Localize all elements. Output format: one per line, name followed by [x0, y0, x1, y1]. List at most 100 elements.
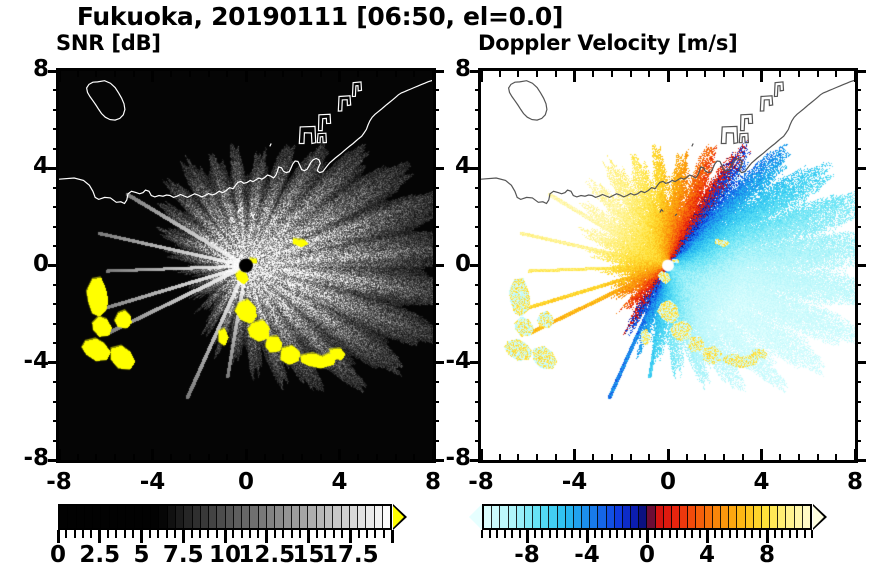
snr-colorbar-tick-label: 10	[208, 542, 241, 568]
snr-x-minor-tick	[114, 454, 117, 460]
coastline-path	[691, 143, 694, 147]
doppler-colorbar-minor-tick	[608, 530, 611, 538]
dop-y-major-tick	[855, 69, 866, 73]
doppler-colorbar-segment	[484, 506, 493, 528]
snr-colorbar-minor-tick	[249, 530, 252, 538]
doppler-colorbar-minor-tick	[511, 530, 513, 538]
snr-x-minor-tick	[114, 71, 117, 77]
doppler-colorbar-minor-tick	[541, 530, 543, 538]
doppler-colorbar-segment	[622, 506, 632, 528]
doppler-colorbar-minor-tick	[533, 530, 536, 538]
doppler-colorbar-segment	[761, 506, 771, 528]
snr-x-tick-label: 8	[424, 469, 441, 495]
coastline-path	[738, 132, 750, 144]
snr-colorbar[interactable]	[58, 504, 407, 530]
snr-panel-title: SNR [dB]	[56, 31, 161, 55]
snr-colorbar-minor-tick	[165, 530, 168, 538]
dop-x-minor-tick	[554, 71, 557, 77]
dop-y-minor-tick	[855, 206, 861, 209]
snr-colorbar-segment	[333, 506, 342, 528]
doppler-colorbar-segment	[573, 506, 583, 528]
dop-y-tick-label: 4	[454, 153, 471, 180]
snr-y-major-tick	[433, 166, 444, 170]
dop-y-major-tick	[470, 458, 481, 462]
doppler-colorbar-minor-tick	[571, 530, 573, 538]
dop-y-major-tick	[855, 361, 866, 365]
snr-y-minor-tick	[53, 303, 59, 306]
snr-colorbar-minor-tick	[107, 530, 110, 538]
dop-y-minor-tick	[855, 400, 861, 403]
dop-x-major-tick	[666, 71, 670, 82]
doppler-colorbar-segment	[598, 506, 607, 528]
dop-y-minor-tick	[475, 108, 481, 111]
doppler-colorbar-minor-tick	[728, 530, 731, 538]
snr-colorbar-major-tick	[348, 530, 352, 543]
snr-colorbar-minor-tick	[232, 530, 235, 538]
dop-x-minor-tick	[685, 454, 688, 460]
dop-y-minor-tick	[475, 225, 481, 228]
doppler-colorbar[interactable]	[467, 504, 827, 530]
snr-y-minor-tick	[53, 283, 59, 286]
snr-y-minor-tick	[53, 206, 59, 209]
coastline-path	[720, 125, 739, 145]
snr-x-minor-tick	[132, 454, 135, 460]
dop-x-minor-tick	[517, 71, 520, 77]
snr-x-tick-label: 4	[331, 469, 348, 495]
snr-x-minor-tick	[76, 454, 79, 460]
snr-x-minor-tick	[357, 454, 360, 460]
snr-y-tick-label: -4	[23, 347, 49, 374]
doppler-colorbar-segment	[729, 506, 738, 528]
snr-colorbar-tick-label: 5	[133, 542, 150, 568]
doppler-colorbar-minor-tick	[563, 530, 566, 538]
doppler-plot-area[interactable]	[478, 68, 858, 463]
snr-x-minor-tick	[170, 71, 173, 77]
doppler-colorbar-tick-label: 8	[758, 542, 775, 568]
snr-colorbar-segment	[325, 506, 334, 528]
snr-colorbar-minor-tick	[73, 530, 76, 538]
doppler-colorbar-segment	[508, 506, 517, 528]
snr-y-minor-tick	[53, 439, 59, 442]
dop-x-major-tick	[479, 449, 483, 460]
dop-y-minor-tick	[855, 420, 861, 423]
snr-x-minor-tick	[375, 71, 378, 77]
snr-colorbar-segment	[60, 506, 69, 528]
snr-colorbar-minor-tick	[215, 530, 218, 538]
snr-colorbar-minor-tick	[315, 530, 318, 538]
dop-y-minor-tick	[475, 186, 481, 189]
snr-colorbar-minor-tick	[257, 530, 260, 538]
snr-colorbar-minor-tick	[282, 530, 285, 538]
snr-colorbar-segment	[291, 506, 301, 528]
snr-colorbar-minor-tick	[123, 530, 126, 538]
doppler-colorbar-segment	[753, 506, 762, 528]
snr-colorbar-minor-tick	[198, 530, 201, 538]
coastline-path	[252, 213, 256, 217]
coastline-path	[317, 113, 332, 132]
coastline-path	[481, 79, 855, 205]
doppler-colorbar-segment	[663, 506, 672, 528]
doppler-colorbar-minor-tick	[661, 530, 663, 538]
dop-y-minor-tick	[855, 147, 861, 150]
snr-colorbar-minor-tick	[240, 530, 243, 538]
coastline-path	[659, 208, 664, 213]
snr-y-major-tick	[48, 458, 59, 462]
snr-x-major-tick	[57, 71, 61, 82]
dop-x-minor-tick	[592, 71, 595, 77]
doppler-colorbar-segment	[639, 506, 648, 528]
doppler-colorbar-minor-tick	[796, 530, 798, 538]
dop-y-minor-tick	[855, 283, 861, 286]
dop-x-major-tick	[853, 449, 857, 460]
doppler-colorbar-minor-tick	[743, 530, 746, 538]
coastline-path	[759, 95, 774, 112]
coastline-path	[337, 95, 352, 112]
doppler-colorbar-minor-tick	[623, 530, 626, 538]
dop-y-major-tick	[470, 69, 481, 73]
snr-x-minor-tick	[263, 454, 266, 460]
snr-y-major-tick	[433, 361, 444, 365]
snr-y-tick-label: 8	[32, 56, 49, 82]
coastline-path	[351, 81, 363, 98]
snr-x-minor-tick	[413, 71, 416, 77]
snr-y-minor-tick	[53, 225, 59, 228]
doppler-colorbar-minor-tick	[713, 530, 716, 538]
snr-plot-area[interactable]	[56, 68, 436, 463]
snr-x-minor-tick	[301, 71, 304, 77]
